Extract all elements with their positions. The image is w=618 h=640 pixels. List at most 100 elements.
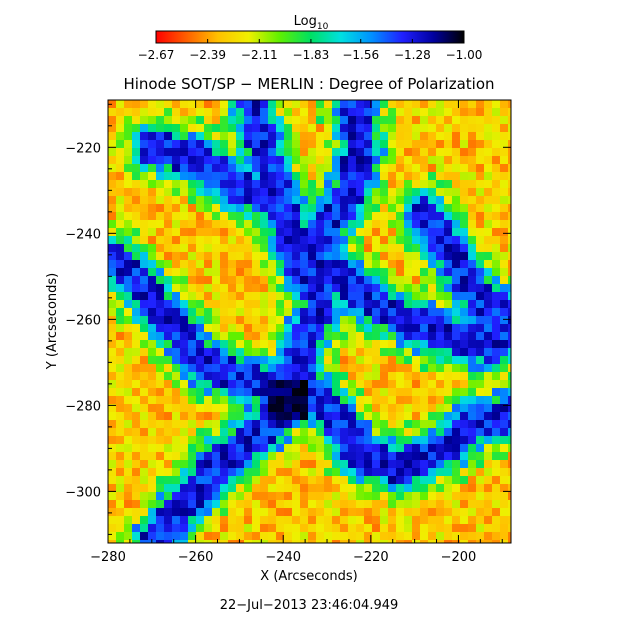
heatmap-cell xyxy=(180,420,188,428)
heatmap-cell xyxy=(324,276,332,284)
heatmap-cell xyxy=(228,260,236,268)
heatmap-cell xyxy=(180,316,188,324)
heatmap-cell xyxy=(332,284,340,292)
heatmap-cell xyxy=(460,236,468,244)
heatmap-cell xyxy=(476,132,484,140)
heatmap-cell xyxy=(380,356,388,364)
heatmap-cell xyxy=(108,180,116,188)
heatmap-cell xyxy=(324,220,332,228)
heatmap-cell xyxy=(244,348,252,356)
heatmap-cell xyxy=(452,404,460,412)
heatmap-cell xyxy=(420,532,428,540)
heatmap-cell xyxy=(204,140,212,148)
heatmap-cell xyxy=(492,204,500,212)
heatmap-cell xyxy=(268,316,276,324)
heatmap-cell xyxy=(364,364,372,372)
heatmap-cell xyxy=(316,204,324,212)
heatmap-cell xyxy=(148,404,156,412)
heatmap-cell xyxy=(180,524,188,532)
heatmap-cell xyxy=(260,100,268,108)
heatmap-cell xyxy=(196,308,204,316)
heatmap-cell xyxy=(340,476,348,484)
heatmap-cell xyxy=(476,260,484,268)
heatmap-cell xyxy=(428,180,436,188)
heatmap-cell xyxy=(476,436,484,444)
heatmap-cell xyxy=(324,476,332,484)
heatmap-cell xyxy=(476,284,484,292)
heatmap-cell xyxy=(436,540,444,543)
heatmap-cell xyxy=(284,228,292,236)
heatmap-cell xyxy=(372,116,380,124)
heatmap-cell xyxy=(228,220,236,228)
heatmap-cell xyxy=(500,228,508,236)
heatmap-cell xyxy=(156,532,164,540)
heatmap-cell xyxy=(228,148,236,156)
heatmap-cell xyxy=(348,444,356,452)
heatmap-cell xyxy=(148,156,156,164)
heatmap-cell xyxy=(452,188,460,196)
heatmap-cell xyxy=(220,124,228,132)
heatmap-cell xyxy=(196,116,204,124)
heatmap-cell xyxy=(204,348,212,356)
heatmap-cell xyxy=(212,324,220,332)
heatmap-cell xyxy=(300,468,308,476)
heatmap-cell xyxy=(116,116,124,124)
heatmap-cell xyxy=(284,476,292,484)
heatmap-cell xyxy=(468,116,476,124)
heatmap-cell xyxy=(236,404,244,412)
heatmap-cell xyxy=(460,356,468,364)
heatmap-cell xyxy=(356,444,364,452)
heatmap-cell xyxy=(508,388,511,396)
heatmap-cell xyxy=(316,372,324,380)
heatmap-cell xyxy=(148,532,156,540)
heatmap-cell xyxy=(220,252,228,260)
heatmap-cell xyxy=(396,428,404,436)
heatmap-cell xyxy=(340,204,348,212)
heatmap-cell xyxy=(172,388,180,396)
heatmap-cell xyxy=(132,100,140,108)
heatmap-cell xyxy=(324,132,332,140)
heatmap-cell xyxy=(276,484,284,492)
heatmap-cell xyxy=(492,292,500,300)
heatmap-cell xyxy=(364,332,372,340)
heatmap-cell xyxy=(380,452,388,460)
heatmap-cell xyxy=(356,252,364,260)
heatmap-cells xyxy=(108,100,511,543)
heatmap-cell xyxy=(268,260,276,268)
heatmap-cell xyxy=(340,260,348,268)
heatmap-cell xyxy=(268,300,276,308)
heatmap-cell xyxy=(412,116,420,124)
heatmap-cell xyxy=(412,524,420,532)
heatmap-cell xyxy=(300,476,308,484)
heatmap-cell xyxy=(180,180,188,188)
heatmap-cell xyxy=(220,284,228,292)
heatmap-cell xyxy=(356,268,364,276)
heatmap-cell xyxy=(308,372,316,380)
heatmap-cell xyxy=(444,220,452,228)
heatmap-cell xyxy=(356,332,364,340)
heatmap-cell xyxy=(156,132,164,140)
heatmap-cell xyxy=(260,284,268,292)
heatmap-cell xyxy=(164,148,172,156)
heatmap-cell xyxy=(380,300,388,308)
heatmap-cell xyxy=(300,116,308,124)
heatmap-cell xyxy=(244,500,252,508)
heatmap-cell xyxy=(172,164,180,172)
heatmap-cell xyxy=(356,356,364,364)
heatmap-cell xyxy=(284,340,292,348)
heatmap-cell xyxy=(212,308,220,316)
heatmap-cell xyxy=(364,420,372,428)
heatmap-cell xyxy=(452,508,460,516)
heatmap-cell xyxy=(428,476,436,484)
heatmap-cell xyxy=(484,100,492,108)
heatmap-cell xyxy=(276,268,284,276)
heatmap-cell xyxy=(292,156,300,164)
heatmap-cell xyxy=(444,484,452,492)
heatmap-cell xyxy=(332,404,340,412)
heatmap-cell xyxy=(340,540,348,543)
heatmap-cell xyxy=(340,132,348,140)
heatmap-cell xyxy=(292,340,300,348)
heatmap-cell xyxy=(108,452,116,460)
heatmap-cell xyxy=(124,172,132,180)
heatmap-cell xyxy=(212,428,220,436)
